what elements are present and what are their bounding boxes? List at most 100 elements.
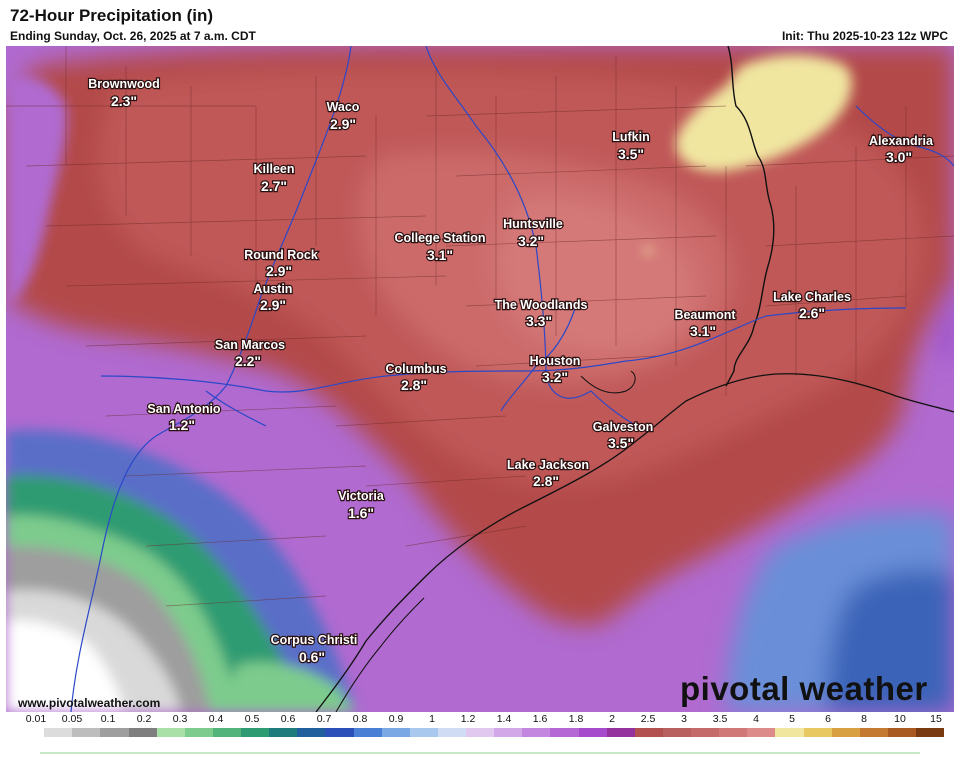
svg-text:2.3": 2.3" [111,93,137,109]
city-label-lake-jackson: Lake Jackson 2.8" [506,457,590,490]
city-label-san-antonio: San Antonio 1.2" [146,401,222,434]
svg-text:Lake Charles: Lake Charles [773,290,851,304]
legend-label: 2 [609,713,615,725]
svg-text:3.2": 3.2" [518,233,544,249]
svg-text:Lufkin: Lufkin [612,130,650,144]
svg-text:San Antonio: San Antonio [147,402,221,416]
legend-swatch [353,728,382,737]
legend-swatch [916,728,945,737]
legend-swatch [887,728,916,737]
city-label-beaumont: Beaumont 3.1" [673,307,737,340]
svg-text:3.5": 3.5" [608,435,634,451]
city-label-alexandria: Alexandria 3.0" [868,133,935,166]
city-label-huntsville: Huntsville 3.2" [502,216,564,250]
legend-swatch [184,728,213,737]
website-credit: www.pivotalweather.com [18,696,161,710]
legend-label: 2.5 [640,713,656,725]
legend-swatch [100,728,129,737]
model-init-time: Init: Thu 2025-10-23 12z WPC [781,29,948,43]
legend-label: 3 [681,713,687,725]
legend-label: 0.3 [172,713,188,725]
legend-label: 1 [429,713,435,725]
legend-label: 1.8 [568,713,584,725]
map-subtitle: Ending Sunday, Oct. 26, 2025 at 7 a.m. C… [10,29,256,43]
svg-text:2.7": 2.7" [261,178,287,194]
svg-text:3.5": 3.5" [618,146,644,162]
svg-text:3.3": 3.3" [526,313,552,329]
svg-text:The Woodlands: The Woodlands [495,298,588,312]
svg-text:Columbus: Columbus [385,362,446,376]
legend-swatch [662,728,691,737]
city-label-college-station: College Station 3.1" [393,230,486,264]
city-labels: Brownwood 2.3" Waco 2.9" Killeen 2.7" Lu… [87,76,935,666]
city-label-austin: Austin 2.9" [252,281,293,314]
legend-swatch [466,728,495,737]
legend-swatch [522,728,551,737]
svg-text:San Marcos: San Marcos [215,338,285,352]
legend-swatch [325,728,354,737]
city-label-waco: Waco 2.9" [325,99,361,133]
legend-label: 0.4 [208,713,224,725]
svg-text:Brownwood: Brownwood [88,77,160,91]
legend-swatch [409,728,438,737]
svg-text:2.9": 2.9" [266,263,292,279]
svg-text:2.9": 2.9" [330,116,356,132]
legend-label: 0.5 [244,713,260,725]
map-header: 72-Hour Precipitation (in) Ending Sunday… [0,0,960,46]
legend-swatch [719,728,748,737]
city-label-san-marcos: San Marcos 2.2" [214,337,287,370]
legend-label: 3.5 [712,713,728,725]
svg-text:Killeen: Killeen [254,162,295,176]
legend-label: 0.01 [25,713,47,725]
legend-label: 1.2 [460,713,476,725]
legend-swatch [831,728,860,737]
legend-swatch [16,728,45,737]
legend-label: 4 [753,713,759,725]
legend-label: 0.2 [136,713,152,725]
legend-swatch [212,728,241,737]
svg-text:2.8": 2.8" [533,473,559,489]
svg-text:3.2": 3.2" [542,369,568,385]
legend-label: 1.6 [532,713,548,725]
svg-text:Alexandria: Alexandria [869,134,934,148]
state-border [725,46,775,387]
coastline [315,373,954,712]
legend-label: 0.1 [100,713,116,725]
svg-text:2.2": 2.2" [235,353,261,369]
svg-text:Victoria: Victoria [338,489,385,503]
legend-swatch [381,728,410,737]
legend-swatch [269,728,298,737]
legend-swatch [72,728,101,737]
legend-swatch [241,728,270,737]
city-label-round-rock: Round Rock 2.9" [243,247,319,280]
svg-text:College Station: College Station [395,231,486,245]
legend-swatch [803,728,832,737]
legend-label: 10 [894,713,906,725]
svg-text:Galveston: Galveston [593,420,653,434]
legend-swatch [437,728,466,737]
precipitation-map: Brownwood 2.3" Waco 2.9" Killeen 2.7" Lu… [6,46,954,712]
city-label-lufkin: Lufkin 3.5" [611,129,651,163]
svg-text:Corpus Christi: Corpus Christi [271,633,358,647]
svg-text:Beaumont: Beaumont [674,308,736,322]
svg-text:2.8": 2.8" [401,377,427,393]
legend-swatch [606,728,635,737]
legend-label: 0.7 [316,713,332,725]
svg-text:1.6": 1.6" [348,505,374,521]
city-label-victoria: Victoria 1.6" [337,488,386,522]
legend-swatch [775,728,804,737]
city-label-corpus-christi: Corpus Christi 0.6" [269,632,358,666]
legend-swatch [44,728,73,737]
legend-label: 5 [789,713,795,725]
svg-text:Round Rock: Round Rock [244,248,318,262]
legend-swatch [550,728,579,737]
legend-label: 6 [825,713,831,725]
svg-text:2.6": 2.6" [799,305,825,321]
svg-text:2.9": 2.9" [260,297,286,313]
svg-text:Waco: Waco [327,100,360,114]
map-title: 72-Hour Precipitation (in) [10,6,214,25]
legend-swatch [494,728,523,737]
svg-text:Lake Jackson: Lake Jackson [507,458,589,472]
legend-swatch [691,728,720,737]
svg-text:1.2": 1.2" [169,417,195,433]
